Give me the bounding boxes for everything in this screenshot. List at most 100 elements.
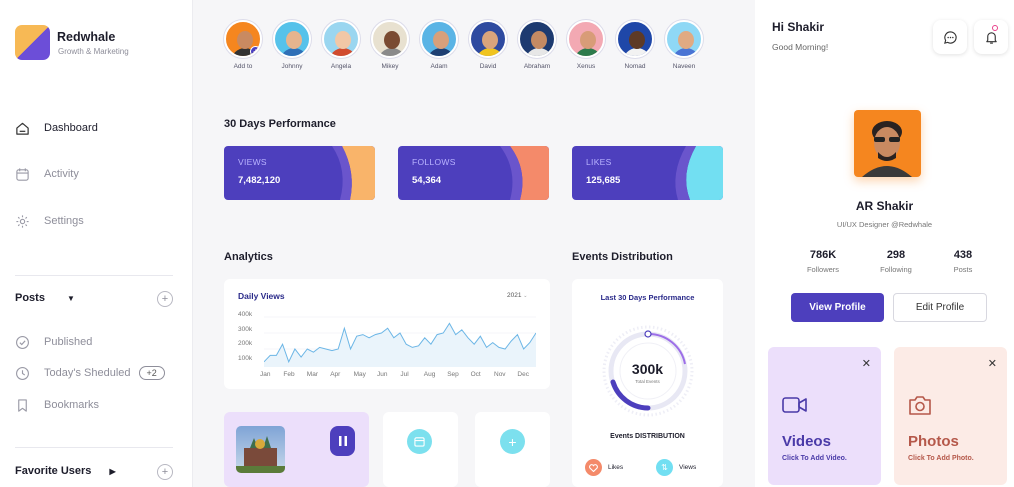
user-item[interactable]: Xenus (566, 20, 606, 70)
favorite-users-toggle[interactable]: Favorite Users ▶ (15, 465, 116, 477)
follows-value: 54,364 (412, 175, 442, 186)
stat-value: 438 (953, 249, 973, 261)
y-tick: 200k (238, 340, 253, 347)
check-circle-icon (15, 335, 30, 350)
posts-stat: 438 Posts (933, 249, 993, 274)
favorite-users-title: Favorite Users (15, 465, 92, 477)
x-tick: Dec (517, 371, 529, 378)
plus-icon: + (250, 46, 260, 56)
legend-views: ⇅ Views (656, 459, 696, 476)
edit-profile-button[interactable]: Edit Profile (893, 293, 987, 322)
close-icon[interactable]: ✕ (987, 358, 997, 370)
events-gauge (602, 325, 694, 417)
posts-item-label: Bookmarks (44, 399, 100, 411)
posts-item-published[interactable]: Published (15, 331, 175, 353)
photos-subtitle: Click To Add Photo. (908, 455, 974, 462)
performance-title: 30 Days Performance (224, 118, 336, 130)
posts-item-label: Published (44, 336, 93, 348)
likes-legend-label: Likes (608, 464, 624, 471)
user-item[interactable]: Mikey (370, 20, 410, 70)
nav-item-dashboard[interactable]: Dashboard (15, 117, 175, 139)
brand-tagline: Growth & Marketing (58, 47, 129, 56)
sidebar: Redwhale Growth & Marketing Dashboard Ac… (0, 0, 193, 487)
nav-label: Dashboard (44, 122, 98, 134)
follows-label: FOLLOWS (412, 157, 456, 167)
photos-tile[interactable]: ✕ Photos Click To Add Photo. (894, 347, 1007, 485)
add-user-item[interactable]: + Add to (223, 20, 263, 70)
x-tick: Aug (423, 371, 436, 378)
user-name: Mikey (381, 63, 399, 70)
daily-views-chart (264, 316, 536, 367)
user-name: Johnny (281, 63, 303, 70)
followers-stat: 786K Followers (793, 249, 853, 274)
caret-down-icon: ▼ (66, 293, 75, 303)
notification-dot (992, 25, 998, 31)
camera-icon (909, 396, 931, 415)
notifications-button[interactable] (974, 20, 1008, 54)
user-item[interactable]: David (468, 20, 508, 70)
user-item[interactable]: Abraham (517, 20, 557, 70)
user-avatar (322, 20, 360, 58)
user-avatar (567, 20, 605, 58)
year-select[interactable]: 2021 ⌄ (507, 292, 527, 299)
pause-icon (338, 436, 347, 446)
views-value: 7,482,120 (238, 175, 281, 186)
posts-item-scheduled[interactable]: Today's Sheduled +2 (15, 362, 190, 384)
legend-likes: Likes (585, 459, 623, 476)
videos-tile[interactable]: ✕ Videos Click To Add Video. (768, 347, 881, 485)
x-tick: May (353, 371, 366, 378)
gear-icon (15, 214, 30, 229)
events-panel: Last 30 Days Performance 300k Total Even… (572, 279, 723, 487)
brand-name: Redwhale (57, 30, 116, 44)
x-tick: Jul (400, 371, 409, 378)
view-profile-button[interactable]: View Profile (791, 293, 884, 322)
chart-area (264, 323, 536, 367)
calendar-card[interactable] (383, 412, 458, 487)
views-card[interactable]: VIEWS 7,482,120 (224, 146, 375, 200)
add-post-button[interactable]: + (157, 291, 173, 307)
analytics-title: Analytics (224, 251, 273, 263)
profile-avatar (854, 110, 921, 177)
x-tick: Sep (447, 371, 459, 378)
posts-item-bookmarks[interactable]: Bookmarks (15, 394, 175, 416)
user-name: Naveen (672, 63, 696, 70)
stat-label: Posts (953, 265, 973, 274)
user-item[interactable]: Johnny (272, 20, 312, 70)
divider (15, 447, 173, 448)
messages-button[interactable] (933, 20, 967, 54)
events-card-title: Last 30 Days Performance (600, 293, 695, 302)
bookmark-icon (15, 398, 30, 413)
add-card[interactable]: + (475, 412, 550, 487)
posts-item-label: Today's Sheduled (44, 367, 131, 379)
nav-item-activity[interactable]: Activity (15, 163, 175, 185)
year-value: 2021 (507, 292, 522, 299)
nav-item-settings[interactable]: Settings (15, 210, 175, 232)
music-card[interactable] (224, 412, 369, 487)
user-name: Angela (330, 63, 352, 70)
close-icon[interactable]: ✕ (861, 358, 871, 370)
follows-card[interactable]: FOLLOWS 54,364 (398, 146, 549, 200)
user-avatar (616, 20, 654, 58)
user-avatar: + (224, 20, 262, 58)
user-avatar (420, 20, 458, 58)
posts-title: Posts (15, 292, 45, 304)
user-item[interactable]: Naveen (664, 20, 704, 70)
likes-card[interactable]: LIKES 125,685 (572, 146, 723, 200)
videos-title: Videos (782, 433, 831, 450)
x-tick: Apr (330, 371, 341, 378)
posts-toggle[interactable]: Posts ▼ (15, 292, 75, 304)
user-name: Abraham (523, 63, 551, 70)
pause-button[interactable] (330, 426, 355, 456)
chart-title: Daily Views (238, 291, 285, 301)
user-name: Adam (430, 63, 448, 70)
events-total-value: 300k (631, 361, 664, 377)
home-icon (15, 121, 30, 136)
add-favorite-button[interactable]: + (157, 464, 173, 480)
likes-value: 125,685 (586, 175, 621, 186)
user-item[interactable]: Adam (419, 20, 459, 70)
user-item[interactable]: Angela (321, 20, 361, 70)
bell-icon (985, 31, 997, 44)
nav-label: Activity (44, 168, 79, 180)
calendar-icon (15, 167, 30, 182)
user-item[interactable]: Nomad (615, 20, 655, 70)
